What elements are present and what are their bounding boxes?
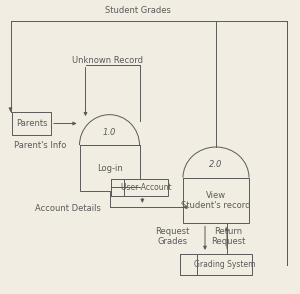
Text: Grading System: Grading System [194, 260, 255, 269]
Bar [180, 254, 197, 275]
Bar [111, 179, 124, 196]
Text: User Account: User Account [121, 183, 171, 192]
Text: Return
Request: Return Request [211, 227, 245, 246]
Text: Account Details: Account Details [34, 204, 101, 213]
Text: 2.0: 2.0 [209, 160, 223, 169]
Text: Student Grades: Student Grades [105, 6, 171, 15]
Text: Parents: Parents [16, 119, 47, 128]
Bar [80, 145, 140, 191]
Bar [183, 178, 249, 223]
Text: Request
Grades: Request Grades [155, 227, 190, 246]
Text: Unknown Record: Unknown Record [73, 56, 143, 65]
Text: Log-in: Log-in [97, 164, 122, 173]
Text: View
Student's record: View Student's record [181, 191, 251, 210]
Bar [111, 179, 168, 196]
Bar [180, 254, 252, 275]
Text: 1.0: 1.0 [103, 128, 116, 137]
Bar [12, 112, 51, 135]
Text: Parent's Info: Parent's Info [14, 141, 67, 150]
